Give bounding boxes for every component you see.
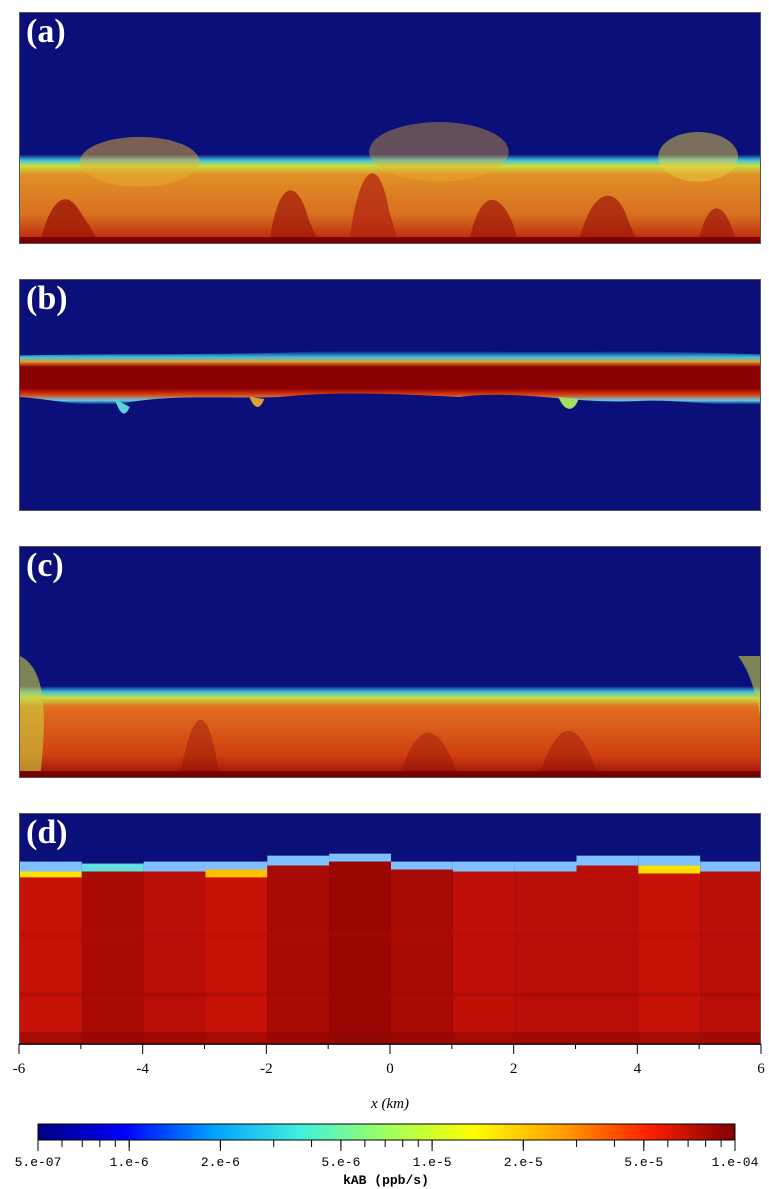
- x-tick-label: 4: [634, 1061, 642, 1077]
- panel-b-field: [20, 280, 760, 510]
- colorbar-tick-label: 5.e-5: [624, 1155, 663, 1170]
- panel-d-label: (d): [26, 814, 68, 851]
- panel-b-label: (b): [26, 280, 68, 317]
- x-axis-ticks: -6 -4 -2 0 2 4 6: [13, 1044, 765, 1077]
- colorbar-tick-label: 2.e-5: [504, 1155, 543, 1170]
- colorbar-ticks: 5.e-07 1.e-6 2.e-6 5.e-6 1.e-5 2.e-5 5.e-5 1.e-…: [15, 1140, 759, 1170]
- colorbar-gradient: [37, 1123, 736, 1141]
- x-axis-title: x (km): [370, 1096, 409, 1112]
- x-axis: -6 -4 -2 0 2 4 6 x (km): [13, 1043, 765, 1112]
- x-tick-label: 6: [757, 1061, 765, 1077]
- colorbar-tick-label: 1.e-6: [110, 1155, 149, 1170]
- x-tick-label: -2: [260, 1061, 273, 1077]
- panel-d-field: [20, 814, 760, 1044]
- panel-b: (b): [19, 279, 761, 511]
- colorbar-title: kAB (ppb/s): [343, 1173, 429, 1188]
- x-tick-label: 2: [510, 1061, 518, 1077]
- x-tick-label: 0: [386, 1061, 394, 1077]
- x-tick-label: -6: [13, 1061, 26, 1077]
- colorbar-tick-label: 5.e-07: [15, 1155, 62, 1170]
- panel-c: (c): [19, 546, 761, 778]
- panel-a: (a): [19, 12, 761, 244]
- colorbar: 5.e-07 1.e-6 2.e-6 5.e-6 1.e-5 2.e-5 5.e-5 1.e-…: [15, 1123, 759, 1188]
- x-tick-label: -4: [136, 1061, 149, 1077]
- colorbar-tick-label: 1.e-04: [712, 1155, 759, 1170]
- panel-a-field: [20, 13, 760, 243]
- colorbar-tick-label: 2.e-6: [201, 1155, 240, 1170]
- panel-d-blocks: [20, 853, 760, 1044]
- colorbar-tick-label: 5.e-6: [321, 1155, 360, 1170]
- panel-d: (d): [19, 813, 761, 1045]
- panel-c-label: (c): [26, 547, 64, 584]
- colorbar-tick-label: 1.e-5: [413, 1155, 452, 1170]
- panel-a-label: (a): [26, 13, 66, 50]
- panel-c-field: [20, 547, 760, 777]
